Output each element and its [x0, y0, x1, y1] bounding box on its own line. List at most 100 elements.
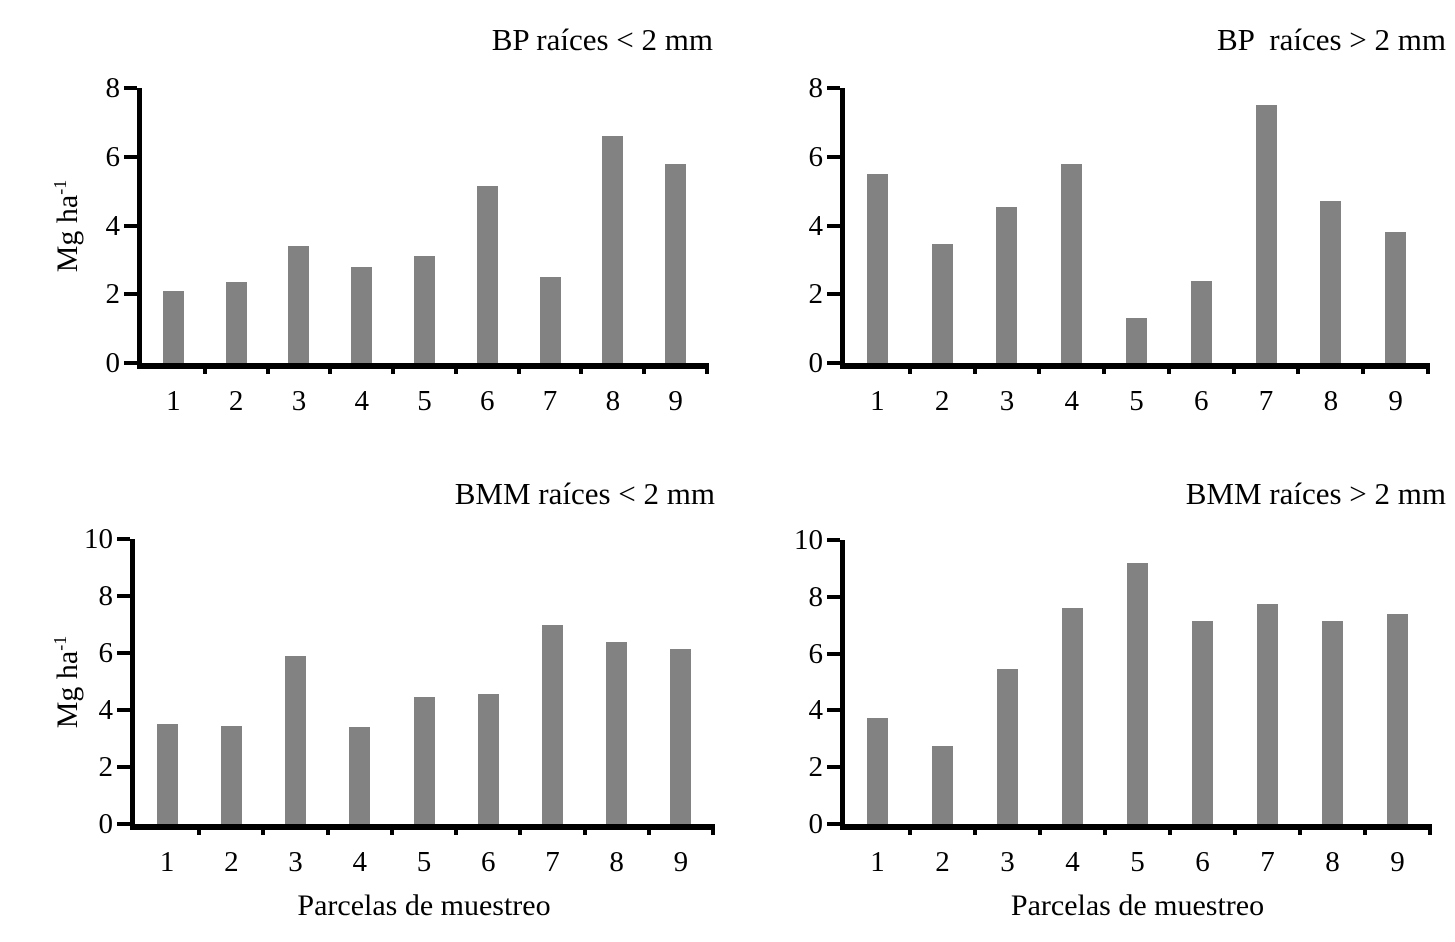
bar: [1061, 163, 1083, 363]
x-tick: [1361, 363, 1366, 374]
bar: [220, 725, 242, 824]
y-tick: [124, 223, 137, 228]
x-tick-label: 4: [1065, 846, 1080, 878]
x-tick-label: 8: [609, 846, 624, 878]
bar: [476, 185, 498, 363]
bar: [931, 244, 953, 363]
x-tick-label: 2: [934, 385, 950, 417]
x-tick: [579, 363, 584, 374]
x-tick: [1038, 824, 1042, 835]
bar: [351, 266, 373, 363]
x-tick: [1233, 824, 1237, 835]
x-tick: [705, 363, 709, 374]
x-tick-label: 5: [416, 846, 432, 878]
y-tick-label: 2: [808, 751, 824, 784]
x-tick-label: 5: [1130, 846, 1145, 878]
y-tick: [827, 361, 840, 365]
x-tick-label: 7: [1260, 846, 1275, 878]
bar: [1322, 620, 1343, 824]
y-tick: [117, 822, 130, 826]
y-tick: [117, 594, 130, 598]
x-tick-label: 4: [1064, 385, 1079, 417]
chart-title: BP raíces < 2 mm: [491, 22, 713, 57]
x-tick: [1168, 824, 1172, 835]
x-tick: [261, 824, 266, 835]
x-tick: [389, 824, 394, 835]
x-tick-label: 6: [1195, 846, 1210, 878]
x-tick-label: 7: [542, 385, 558, 417]
x-tick-label: 1: [870, 846, 885, 878]
y-tick-label: 8: [808, 580, 824, 613]
bar: [156, 724, 178, 824]
y-tick: [124, 361, 137, 365]
x-axis-label: Parcelas de muestreo: [1010, 889, 1265, 922]
y-tick-label: 2: [98, 751, 114, 783]
x-tick-label: 1: [166, 385, 181, 417]
bar: [1126, 318, 1147, 363]
x-tick-label: 8: [1325, 846, 1340, 878]
y-axis-label-superscript: -1: [50, 179, 70, 195]
bar: [349, 727, 371, 824]
y-tick-label: 10: [84, 523, 113, 555]
bar: [997, 669, 1018, 824]
bar: [606, 641, 628, 824]
bar: [1190, 280, 1212, 363]
x-tick: [453, 363, 458, 374]
x-tick: [642, 363, 647, 374]
x-tick: [711, 824, 715, 835]
x-tick: [646, 824, 651, 835]
x-tick-label: 5: [1129, 385, 1144, 417]
x-tick: [328, 363, 333, 374]
x-tick: [202, 363, 207, 374]
y-tick: [827, 223, 840, 228]
bar: [1320, 201, 1342, 363]
y-tick: [827, 765, 840, 770]
x-tick: [391, 363, 396, 374]
x-tick-label: 3: [291, 385, 307, 417]
x-tick-label: 3: [1000, 846, 1015, 878]
bar: [1387, 613, 1408, 824]
x-tick-label: 6: [480, 385, 495, 417]
y-tick: [117, 651, 130, 655]
x-tick-label: 9: [1388, 385, 1403, 417]
x-tick: [972, 363, 977, 374]
y-tick: [124, 292, 137, 297]
bar: [665, 163, 687, 363]
bar: [414, 256, 435, 363]
x-tick: [454, 824, 459, 835]
chart-title: BP raíces > 2 mm: [1216, 22, 1446, 57]
x-tick: [1426, 363, 1430, 374]
y-tick: [827, 594, 840, 599]
y-tick-label: 2: [105, 278, 121, 311]
x-tick-label: 4: [354, 385, 369, 417]
bar: [1062, 608, 1083, 824]
x-tick-label: 5: [417, 385, 432, 417]
y-tick: [117, 537, 130, 541]
bar: [1127, 562, 1148, 824]
y-tick-label: 8: [105, 72, 121, 104]
x-tick: [265, 363, 270, 374]
x-tick-label: 7: [1258, 385, 1274, 417]
x-tick: [1037, 363, 1042, 374]
y-tick: [117, 708, 130, 712]
bar: [285, 655, 307, 824]
bar: [288, 246, 310, 363]
x-tick: [1296, 363, 1301, 374]
x-tick: [973, 824, 977, 835]
x-tick: [1231, 363, 1236, 374]
x-tick-label: 8: [605, 385, 621, 417]
y-tick-label: 0: [808, 347, 824, 379]
y-tick-label: 0: [98, 808, 114, 840]
chart-title: BMM raíces > 2 mm: [1185, 476, 1446, 511]
x-tick-label: 6: [480, 846, 496, 878]
x-tick-label: 9: [673, 846, 689, 878]
y-tick-label: 4: [808, 694, 824, 727]
y-tick-label: 10: [794, 524, 823, 556]
x-tick-label: 1: [870, 385, 885, 417]
x-tick: [907, 363, 912, 374]
y-tick-label: 8: [98, 580, 114, 612]
y-tick: [827, 538, 840, 542]
y-tick-label: 4: [98, 694, 114, 726]
y-tick-label: 4: [105, 209, 121, 242]
bar: [602, 136, 624, 363]
